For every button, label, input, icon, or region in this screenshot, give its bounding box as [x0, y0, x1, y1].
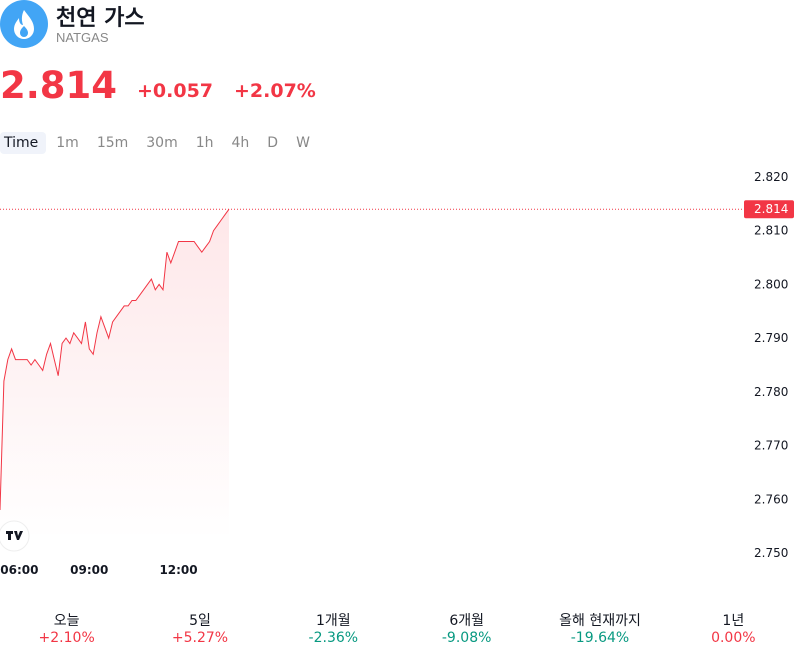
change: +0.057 — [137, 80, 214, 102]
y-tick-label: 2.760 — [754, 492, 788, 506]
x-tick-label: 06:00 — [0, 563, 38, 577]
period[interactable]: 올해 현재까지 -19.64% — [533, 610, 666, 646]
y-tick-label: 2.770 — [754, 439, 788, 453]
y-tick-label: 2.750 — [754, 546, 788, 560]
y-tick-label: 2.820 — [754, 170, 788, 184]
change-percent: +2.07% — [234, 80, 316, 102]
timeframe-tab[interactable]: W — [296, 135, 310, 151]
x-tick-label: 12:00 — [159, 563, 197, 577]
symbol: NATGAS — [56, 30, 109, 45]
timeframe-tab[interactable]: D — [267, 135, 279, 151]
period-change: +5.27% — [171, 630, 229, 646]
period[interactable]: 1개월 -2.36% — [267, 610, 400, 646]
timeframe-tabs: Time 1m 15m 30m 1h 4h D W — [0, 132, 318, 154]
chart: 2.820 2.810 2.800 2.790 2.780 2.770 2.760 2.750… — [0, 170, 794, 577]
period-change: -9.08% — [441, 630, 492, 646]
timeframe-tab[interactable]: Time — [0, 132, 47, 154]
y-tick-label: 2.800 — [754, 277, 788, 291]
period-change: -2.36% — [308, 630, 359, 646]
period-change: -19.64% — [570, 630, 630, 646]
period-label: 1개월 — [315, 613, 351, 629]
price-line — [0, 208, 230, 511]
timeframe-tab[interactable]: 1h — [195, 135, 214, 151]
timeframe-tab[interactable]: 15m — [96, 135, 129, 151]
timeframe-tab[interactable]: 30m — [146, 135, 178, 151]
period-change: +2.10% — [38, 630, 95, 646]
period-label: 1년 — [722, 613, 745, 629]
period[interactable]: 오늘 +2.10% — [0, 610, 133, 646]
period[interactable]: 5일 +5.27% — [133, 610, 266, 646]
last-price-label: 2.814 — [754, 202, 788, 216]
y-tick-label: 2.810 — [754, 224, 788, 238]
logo — [0, 520, 30, 552]
period-label: 오늘 — [53, 613, 80, 629]
timeframe-tab[interactable]: 1m — [56, 135, 79, 151]
x-tick-label: 09:00 — [70, 563, 108, 577]
title: 천연 가스 — [56, 6, 145, 31]
period-performance: 오늘 +2.10% 5일 +5.27% 1개월 -2.36% 6개월 -9.08% 올해 현재까… — [0, 610, 800, 646]
timeframe-tab[interactable]: 4h — [231, 135, 250, 151]
y-tick-label: 2.780 — [754, 385, 788, 399]
period-label: 올해 현재까지 — [559, 613, 641, 629]
period-change: 0.00% — [711, 630, 756, 646]
last-price-box — [744, 200, 794, 219]
period-label: 6개월 — [449, 613, 484, 629]
price: 2.814 — [0, 64, 118, 107]
period-label: 5일 — [189, 613, 211, 629]
icon — [0, 0, 48, 48]
y-tick-label: 2.790 — [754, 331, 788, 345]
period[interactable]: 6개월 -9.08% — [400, 610, 533, 646]
period[interactable]: 1년 0.00% — [667, 610, 800, 646]
area — [0, 209, 229, 540]
